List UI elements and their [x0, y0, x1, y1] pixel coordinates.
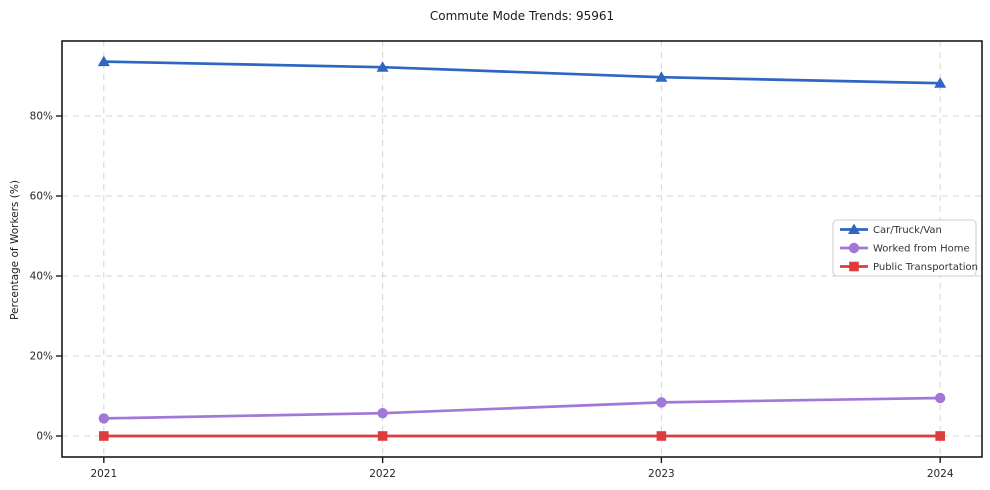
legend-label: Worked from Home [873, 244, 970, 255]
y-tick-label: 0% [36, 431, 53, 443]
legend-entry-worked-from-home: Worked from Home [840, 242, 970, 255]
y-axis-ticks: 0% 20% 40% 60% 80% [30, 111, 62, 443]
legend-entry-public-transportation: Public Transportation [840, 261, 978, 273]
y-tick-label: 40% [30, 271, 53, 283]
y-tick-label: 60% [30, 191, 53, 203]
legend: Car/Truck/Van Worked from Home Public Tran… [832, 219, 978, 277]
legend-entry-car-truck-van: Car/Truck/Van [840, 223, 942, 236]
x-tick-label: 2023 [648, 468, 675, 480]
legend-label: Public Transportation [873, 262, 978, 273]
legend-label: Car/Truck/Van [873, 225, 942, 236]
x-tick-label: 2022 [369, 468, 396, 480]
gridlines [62, 41, 982, 457]
series-worked-from-home [98, 392, 946, 424]
x-tick-label: 2024 [927, 468, 954, 480]
chart-title: Commute Mode Trends: 95961 [429, 9, 615, 23]
plot-frame [61, 40, 983, 458]
x-tick-label: 2021 [90, 468, 117, 480]
y-axis-label: Percentage of Workers (%) [9, 180, 21, 320]
y-tick-label: 20% [30, 351, 53, 363]
series-car-truck-van [97, 55, 947, 88]
y-tick-label: 80% [30, 111, 53, 123]
x-axis-ticks: 2021 2022 2023 2024 [90, 457, 954, 480]
legend-box [832, 219, 977, 277]
series-public-transportation [99, 431, 945, 441]
